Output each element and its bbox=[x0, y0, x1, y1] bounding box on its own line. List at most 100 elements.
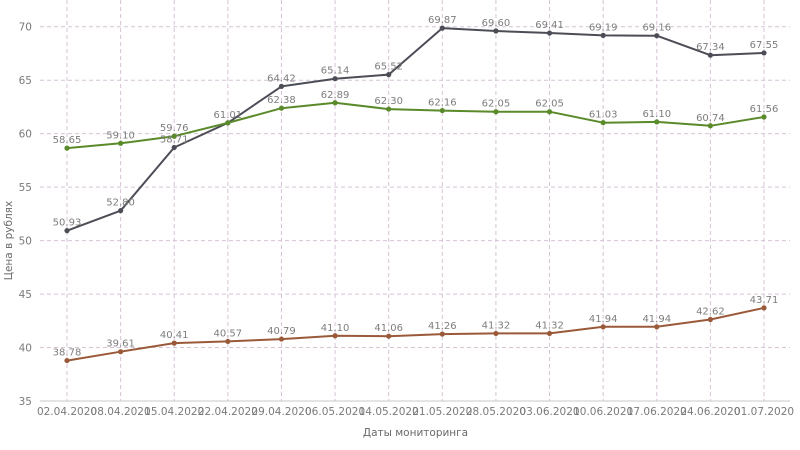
data-label: 61.01 bbox=[214, 110, 243, 121]
data-point bbox=[761, 114, 767, 120]
data-label: 50.93 bbox=[53, 218, 82, 229]
x-tick-label: 03.06.2020 bbox=[519, 406, 579, 418]
data-label: 59.10 bbox=[106, 130, 135, 141]
y-tick-label: 65 bbox=[19, 75, 32, 87]
x-tick-label: 21.05.2020 bbox=[412, 406, 472, 418]
y-tick-label: 70 bbox=[19, 22, 32, 34]
x-tick-label: 08.04.2020 bbox=[91, 406, 151, 418]
data-label: 39.61 bbox=[106, 339, 135, 350]
data-point bbox=[654, 119, 660, 125]
data-point bbox=[600, 32, 606, 38]
x-tick-label: 10.06.2020 bbox=[573, 406, 633, 418]
data-label: 61.03 bbox=[589, 110, 618, 121]
x-axis-title: Даты мониторинга bbox=[363, 427, 468, 439]
data-label: 69.16 bbox=[642, 23, 671, 34]
y-tick-label: 45 bbox=[19, 289, 32, 301]
data-label: 41.94 bbox=[589, 314, 618, 325]
data-label: 41.94 bbox=[642, 314, 671, 325]
data-point bbox=[439, 25, 445, 31]
data-point bbox=[332, 76, 338, 82]
data-label: 40.41 bbox=[160, 330, 189, 341]
data-point bbox=[118, 208, 124, 214]
data-point bbox=[761, 50, 767, 56]
data-point bbox=[64, 145, 70, 151]
series-line-1 bbox=[66, 27, 765, 232]
x-tick-label: 02.04.2020 bbox=[37, 406, 97, 418]
data-label: 64.42 bbox=[267, 73, 296, 84]
series-group bbox=[64, 25, 767, 364]
data-point bbox=[332, 100, 338, 106]
x-tick-label: 15.04.2020 bbox=[144, 406, 204, 418]
data-point bbox=[332, 333, 338, 339]
data-point bbox=[707, 123, 713, 129]
data-label: 62.05 bbox=[482, 99, 511, 110]
data-label: 67.34 bbox=[696, 42, 725, 53]
x-tick-label: 24.06.2020 bbox=[680, 406, 740, 418]
data-point bbox=[278, 83, 285, 90]
data-point bbox=[386, 333, 392, 339]
data-label: 65.52 bbox=[374, 62, 403, 73]
data-label: 62.16 bbox=[428, 98, 457, 109]
data-point bbox=[707, 52, 713, 58]
x-tick-label: 22.04.2020 bbox=[198, 406, 258, 418]
data-point bbox=[439, 331, 445, 337]
grid bbox=[40, 0, 790, 401]
data-point bbox=[225, 338, 231, 345]
data-point bbox=[707, 316, 713, 323]
data-point bbox=[386, 72, 392, 78]
y-tick-label: 40 bbox=[19, 343, 32, 355]
data-label: 41.06 bbox=[374, 323, 403, 334]
data-label: 40.57 bbox=[214, 328, 243, 339]
data-point bbox=[225, 120, 231, 126]
data-point bbox=[386, 106, 392, 112]
data-label: 43.71 bbox=[750, 295, 779, 306]
axes: 35 40 45 50 55 60 65 70 02.04.202008.04.202015.0… bbox=[19, 22, 794, 418]
data-point bbox=[493, 330, 499, 337]
y-tick-label: 50 bbox=[19, 236, 32, 248]
data-point bbox=[493, 109, 499, 115]
data-point bbox=[546, 109, 553, 115]
y-tick-label: 55 bbox=[19, 182, 32, 194]
data-point bbox=[118, 140, 124, 146]
data-label: 41.26 bbox=[428, 321, 457, 332]
data-point bbox=[171, 144, 177, 151]
data-point bbox=[600, 120, 606, 126]
x-tick-label: 06.05.2020 bbox=[305, 406, 365, 418]
data-point bbox=[64, 228, 70, 234]
data-point bbox=[493, 28, 499, 34]
data-point bbox=[600, 324, 606, 330]
data-label: 59.76 bbox=[160, 123, 189, 134]
data-label: 61.10 bbox=[642, 109, 671, 120]
data-point bbox=[118, 349, 124, 355]
data-point bbox=[64, 357, 70, 364]
data-label: 62.30 bbox=[374, 96, 403, 107]
y-axis-title: Цена в рублях bbox=[3, 201, 15, 280]
data-point bbox=[278, 105, 285, 111]
data-label: 41.10 bbox=[321, 323, 350, 334]
data-label: 69.60 bbox=[482, 18, 511, 29]
data-label: 62.05 bbox=[535, 99, 564, 110]
data-label: 58.71 bbox=[160, 134, 189, 145]
data-label: 62.38 bbox=[267, 95, 296, 106]
x-tick-label: 17.06.2020 bbox=[627, 406, 687, 418]
data-label: 60.74 bbox=[696, 113, 725, 124]
x-tick-label: 29.04.2020 bbox=[251, 406, 311, 418]
data-label: 38.78 bbox=[53, 348, 82, 359]
data-label: 62.89 bbox=[321, 90, 350, 101]
x-tick-label: 28.05.2020 bbox=[466, 406, 526, 418]
data-label: 69.87 bbox=[428, 15, 457, 26]
data-point bbox=[654, 33, 660, 39]
data-point bbox=[278, 336, 285, 342]
data-point bbox=[654, 324, 660, 330]
data-label: 65.14 bbox=[321, 66, 350, 77]
data-point bbox=[546, 30, 553, 36]
data-label: 61.56 bbox=[750, 104, 779, 115]
data-label: 69.19 bbox=[589, 22, 618, 33]
data-label: 58.65 bbox=[53, 135, 82, 146]
data-label: 41.32 bbox=[535, 320, 564, 331]
data-point bbox=[439, 107, 445, 114]
series-line-2 bbox=[66, 101, 765, 150]
data-label: 41.32 bbox=[482, 320, 511, 331]
y-tick-label: 60 bbox=[19, 129, 32, 141]
